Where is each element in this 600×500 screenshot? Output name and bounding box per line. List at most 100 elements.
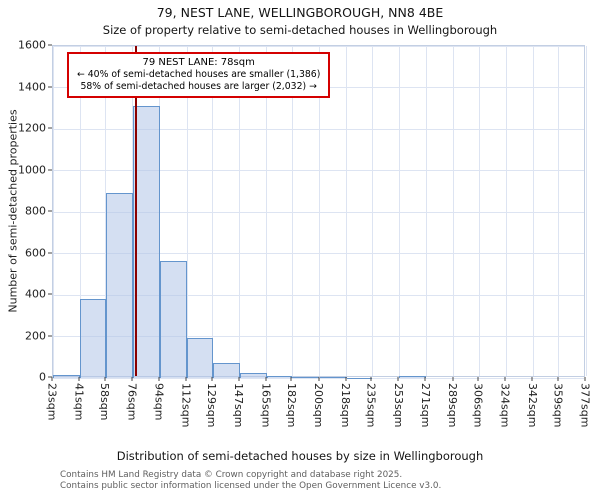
x-tick-mark bbox=[211, 377, 213, 381]
y-tick-mark bbox=[48, 169, 52, 170]
x-tick-label: 147sqm bbox=[232, 383, 246, 428]
x-tick-label: 306sqm bbox=[471, 383, 485, 428]
y-tick-label: 600 bbox=[25, 246, 46, 259]
y-gridline bbox=[53, 294, 584, 296]
x-tick-mark bbox=[104, 377, 106, 381]
x-gridline bbox=[453, 46, 454, 376]
y-tick-label: 800 bbox=[25, 204, 46, 218]
y-gridline bbox=[53, 211, 584, 213]
x-tick-label: 94sqm bbox=[152, 383, 166, 421]
x-tick-mark bbox=[238, 377, 240, 381]
histogram-bar bbox=[80, 299, 106, 378]
x-gridline bbox=[398, 46, 400, 376]
y-tick-mark bbox=[48, 44, 52, 46]
x-tick-mark bbox=[290, 377, 292, 381]
x-tick-label: 200sqm bbox=[312, 383, 325, 428]
x-tick-mark bbox=[370, 377, 372, 381]
y-gridline bbox=[53, 170, 584, 171]
x-tick-label: 324sqm bbox=[498, 383, 512, 428]
annotation-title: 79 NEST LANE: 78sqm bbox=[142, 57, 255, 68]
x-tick-mark bbox=[531, 377, 533, 381]
x-gridline bbox=[291, 46, 293, 376]
x-tick-label: 76sqm bbox=[125, 383, 139, 421]
x-tick-label: 235sqm bbox=[364, 383, 378, 428]
x-tick-mark bbox=[504, 377, 506, 381]
x-tick-mark bbox=[265, 377, 267, 381]
histogram-bar bbox=[132, 106, 160, 378]
x-tick-label: 182sqm bbox=[284, 383, 298, 428]
x-tick-mark bbox=[158, 377, 160, 381]
x-gridline bbox=[319, 46, 320, 376]
x-tick-mark bbox=[131, 377, 133, 381]
x-tick-mark bbox=[78, 377, 80, 381]
histogram-bar bbox=[319, 377, 347, 379]
y-tick-mark bbox=[48, 252, 52, 253]
x-tick-label: 289sqm bbox=[446, 383, 459, 428]
chart-title: 79, NEST LANE, WELLINGBOROUGH, NN8 4BE bbox=[156, 5, 444, 20]
histogram-bar bbox=[53, 374, 81, 378]
y-tick-label: 1200 bbox=[18, 121, 46, 135]
x-gridline bbox=[346, 46, 348, 376]
chart-subtitle: Size of property relative to semi-detach… bbox=[102, 23, 498, 37]
histogram-bar bbox=[239, 372, 267, 378]
x-tick-mark bbox=[557, 377, 559, 381]
x-gridline bbox=[505, 46, 507, 376]
x-gridline bbox=[425, 46, 427, 376]
y-tick-mark bbox=[48, 376, 52, 378]
x-tick-label: 41sqm bbox=[72, 383, 86, 421]
y-tick-label: 400 bbox=[25, 287, 46, 301]
x-gridline bbox=[266, 46, 268, 376]
histogram-bar bbox=[212, 363, 240, 378]
x-tick-label: 112sqm bbox=[179, 383, 193, 428]
x-gridline bbox=[478, 46, 480, 376]
footer: Contains HM Land Registry data © Crown c… bbox=[60, 470, 441, 493]
histogram-bar bbox=[187, 337, 213, 378]
histogram-bar bbox=[266, 375, 293, 378]
x-tick-label: 129sqm bbox=[205, 383, 219, 428]
x-tick-mark bbox=[424, 377, 426, 381]
y-tick-mark bbox=[48, 210, 52, 212]
property-size-marker-line bbox=[134, 46, 137, 376]
x-tick-mark bbox=[318, 377, 319, 381]
y-gridline bbox=[53, 336, 584, 337]
x-gridline bbox=[52, 46, 54, 376]
x-tick-label: 359sqm bbox=[551, 383, 565, 428]
x-tick-label: 23sqm bbox=[45, 383, 59, 421]
x-tick-mark bbox=[397, 377, 399, 381]
x-tick-label: 58sqm bbox=[98, 383, 112, 421]
x-tick-label: 271sqm bbox=[418, 383, 432, 428]
x-tick-label: 377sqm bbox=[578, 383, 592, 428]
x-tick-mark bbox=[51, 377, 53, 381]
x-gridline bbox=[585, 46, 587, 376]
plot-area: 79 NEST LANE: 78sqm ← 40% of semi-detach… bbox=[52, 45, 587, 379]
histogram-bar bbox=[399, 376, 427, 378]
histogram-bar bbox=[346, 377, 373, 379]
y-tick-label: 1400 bbox=[18, 80, 46, 93]
y-gridline bbox=[53, 45, 584, 47]
y-tick-mark bbox=[48, 127, 52, 129]
y-tick-mark bbox=[48, 293, 52, 295]
x-gridline bbox=[159, 46, 161, 376]
footer-line1: Contains HM Land Registry data © Crown c… bbox=[60, 470, 403, 480]
y-tick-label: 1000 bbox=[18, 163, 46, 176]
y-tick-label: 1600 bbox=[18, 38, 46, 52]
x-tick-mark bbox=[345, 377, 347, 381]
x-gridline bbox=[79, 46, 81, 376]
histogram-bar bbox=[292, 376, 320, 378]
x-gridline bbox=[371, 46, 373, 376]
y-gridline bbox=[53, 253, 584, 254]
x-tick-label: 253sqm bbox=[391, 383, 405, 428]
y-tick-mark bbox=[48, 86, 52, 87]
x-axis-label: Distribution of semi-detached houses by … bbox=[116, 449, 484, 463]
x-gridline bbox=[532, 46, 534, 376]
y-tick-label: 0 bbox=[39, 370, 46, 384]
y-tick-label: 200 bbox=[25, 329, 46, 342]
annotation-box: 79 NEST LANE: 78sqm ← 40% of semi-detach… bbox=[67, 52, 331, 99]
x-tick-mark bbox=[584, 377, 586, 381]
x-tick-label: 342sqm bbox=[525, 383, 539, 428]
footer-line2: Contains public sector information licen… bbox=[60, 481, 442, 492]
x-tick-mark bbox=[185, 377, 187, 381]
annotation-larger-text: 58% of semi-detached houses are larger (… bbox=[80, 81, 317, 93]
x-tick-mark bbox=[452, 377, 453, 381]
